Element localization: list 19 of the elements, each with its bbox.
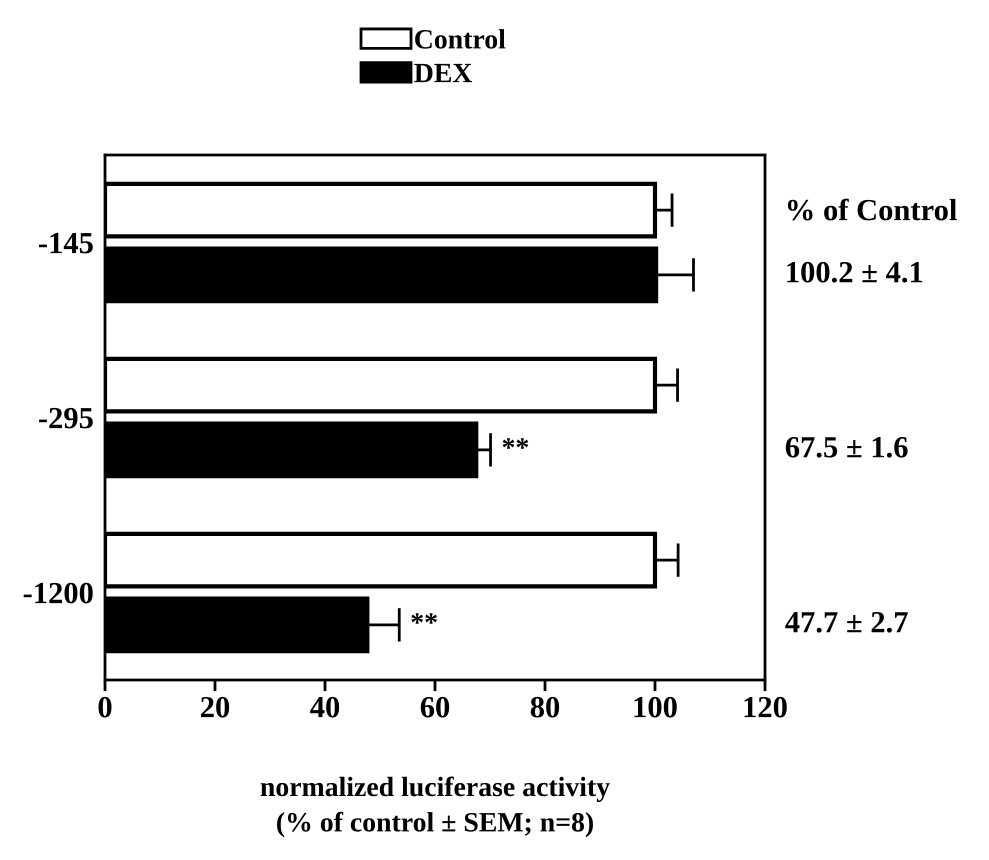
x-tick-label: 80: [530, 696, 560, 718]
annotation: **: [502, 438, 528, 449]
legend-label: DEX: [414, 64, 472, 82]
x-axis-title: normalized luciferase activity (% of control ± SEM; n=8): [260, 776, 610, 838]
text: % of Control: [788, 198, 957, 220]
x-tick-label: 100: [634, 696, 677, 718]
y-tick-label: -295: [39, 408, 93, 428]
x-tick-label: 40: [310, 696, 340, 718]
text: 67.5 ± 1.6: [786, 436, 908, 458]
text: 47.7 ± 2.7: [785, 612, 908, 633]
x-tick-label: 60: [420, 696, 450, 718]
legend-label: Control: [415, 29, 506, 49]
y-tick-label: -145: [39, 232, 93, 254]
text: 100.2 ± 4.1: [787, 262, 922, 283]
y-tick-label: -1200: [24, 582, 93, 604]
x-tick-label: 0: [98, 696, 112, 718]
x-tick-label: 120: [744, 696, 787, 718]
x-tick-label: 20: [201, 696, 230, 718]
annotation: **: [411, 613, 437, 624]
